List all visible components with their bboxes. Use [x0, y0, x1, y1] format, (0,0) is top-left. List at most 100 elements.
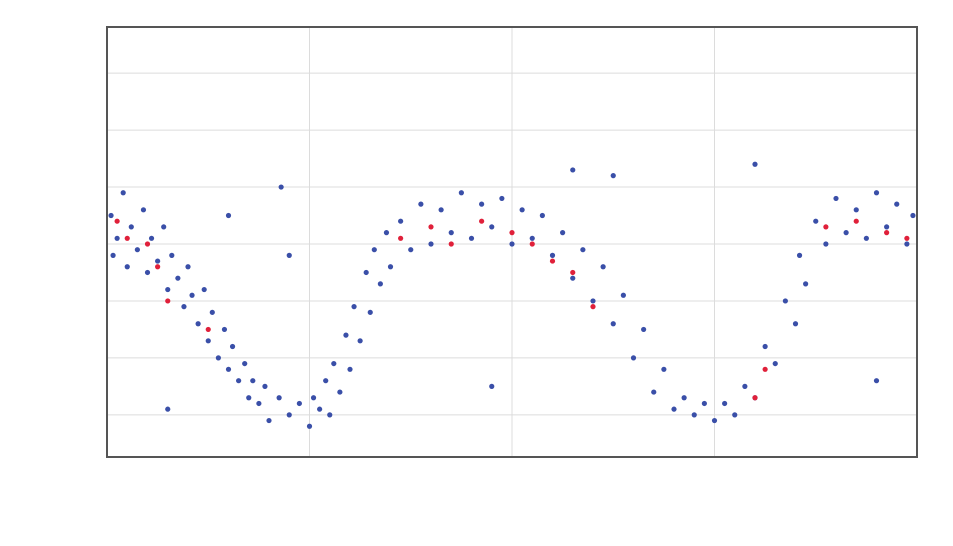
point: [479, 218, 485, 224]
point: [337, 389, 343, 395]
point: [570, 269, 576, 276]
point: [803, 281, 809, 287]
point: [155, 264, 161, 270]
point: [732, 412, 738, 418]
point: [367, 309, 373, 315]
point: [144, 269, 151, 276]
point: [140, 207, 147, 213]
point: [671, 406, 677, 412]
point: [323, 378, 329, 384]
point: [371, 247, 377, 253]
point: [398, 218, 404, 224]
point: [351, 304, 357, 310]
point: [296, 400, 302, 407]
point: [185, 264, 191, 270]
point: [306, 423, 313, 429]
point: [651, 389, 657, 395]
point: [331, 360, 337, 367]
point: [580, 247, 586, 253]
point: [110, 252, 116, 258]
point: [489, 383, 495, 389]
point: [549, 258, 556, 264]
point: [201, 286, 207, 293]
point: [499, 195, 505, 202]
point: [215, 355, 221, 361]
point: [236, 378, 242, 384]
point: [181, 304, 187, 310]
point: [225, 212, 232, 219]
point: [833, 195, 839, 202]
point: [661, 366, 667, 372]
point: [722, 400, 728, 407]
point: [549, 252, 556, 258]
point: [134, 247, 140, 253]
point: [286, 252, 292, 258]
point: [610, 173, 616, 179]
point: [165, 406, 171, 412]
point: [276, 395, 282, 401]
point: [165, 298, 171, 304]
point: [242, 360, 248, 367]
point: [884, 230, 890, 236]
point: [823, 241, 829, 247]
point: [195, 321, 201, 327]
point: [221, 326, 228, 333]
point: [124, 235, 130, 241]
point: [904, 241, 910, 247]
point: [509, 230, 515, 236]
point: [278, 184, 284, 190]
point: [910, 212, 916, 219]
point: [884, 224, 890, 230]
point: [124, 264, 130, 270]
point: [438, 207, 444, 213]
point: [519, 207, 525, 213]
point: [813, 218, 819, 224]
point: [792, 321, 799, 327]
point: [873, 190, 880, 196]
point: [266, 417, 272, 424]
point: [114, 218, 120, 224]
point: [762, 366, 768, 372]
point: [570, 275, 576, 281]
point: [128, 224, 134, 230]
point: [796, 252, 803, 258]
point: [610, 321, 616, 327]
point: [347, 366, 353, 372]
point: [175, 275, 181, 281]
point: [327, 412, 333, 418]
point: [448, 241, 454, 247]
points: [108, 161, 916, 429]
point: [256, 400, 262, 407]
point: [509, 241, 515, 247]
point: [114, 235, 120, 241]
point: [428, 241, 434, 247]
point: [165, 286, 171, 293]
point: [250, 378, 256, 384]
point: [701, 400, 707, 407]
point: [310, 395, 317, 401]
point: [108, 212, 114, 219]
point: [418, 201, 424, 207]
point: [873, 378, 880, 384]
point: [229, 343, 236, 350]
point: [387, 264, 394, 270]
point: [570, 167, 576, 173]
point: [863, 235, 869, 241]
point: [448, 230, 454, 236]
point: [782, 298, 788, 304]
point: [225, 366, 232, 372]
point: [560, 230, 566, 236]
point: [155, 258, 161, 264]
point: [468, 235, 475, 241]
point: [489, 224, 495, 230]
point: [246, 395, 252, 401]
point: [752, 395, 758, 401]
point: [681, 395, 687, 401]
point: [262, 383, 268, 389]
point: [711, 417, 718, 424]
point: [120, 190, 126, 196]
point: [590, 304, 596, 310]
point: [620, 292, 626, 298]
point: [762, 343, 768, 350]
point: [377, 281, 383, 287]
